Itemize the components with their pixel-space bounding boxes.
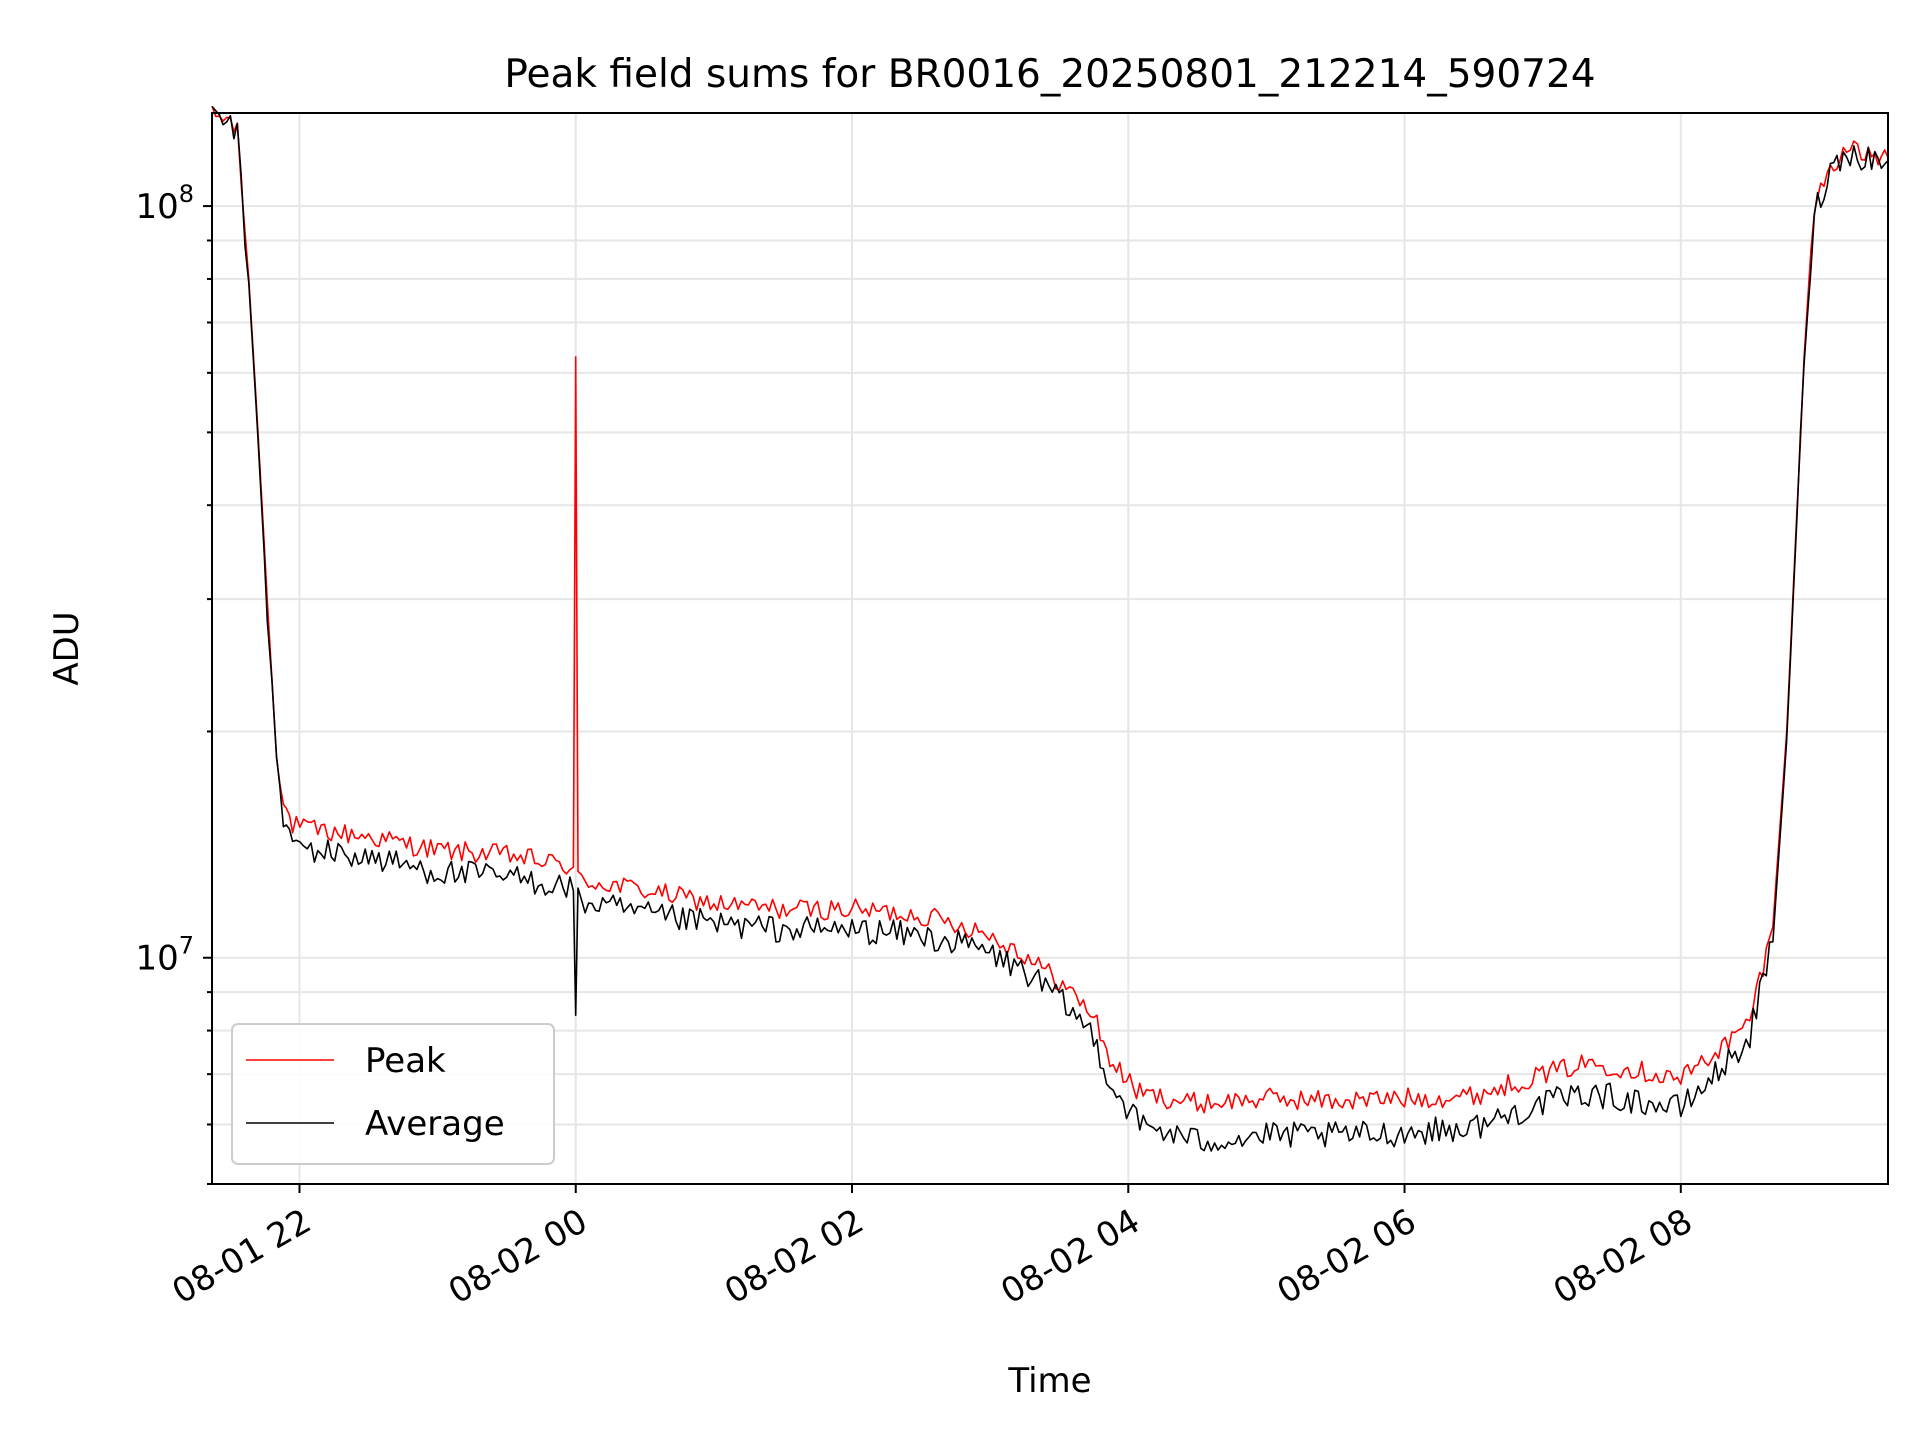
y-tick-label: 108: [135, 180, 194, 227]
y-axis-label: ADU: [47, 611, 87, 685]
chart-title: Peak field sums for BR0016_20250801_2122…: [504, 52, 1595, 97]
y-tick-label: 107: [135, 932, 194, 979]
x-axis-label: Time: [1007, 1361, 1091, 1401]
legend-label-average: Average: [365, 1104, 505, 1144]
legend-box: [231, 1023, 555, 1165]
plot-frame: [211, 112, 1889, 1185]
series-line-average: [211, 105, 1889, 1152]
series-line-peak: [211, 105, 1889, 1114]
series-layer: [211, 105, 1889, 1152]
legend: Peak Average: [231, 1023, 555, 1165]
legend-label-peak: Peak: [365, 1041, 446, 1081]
